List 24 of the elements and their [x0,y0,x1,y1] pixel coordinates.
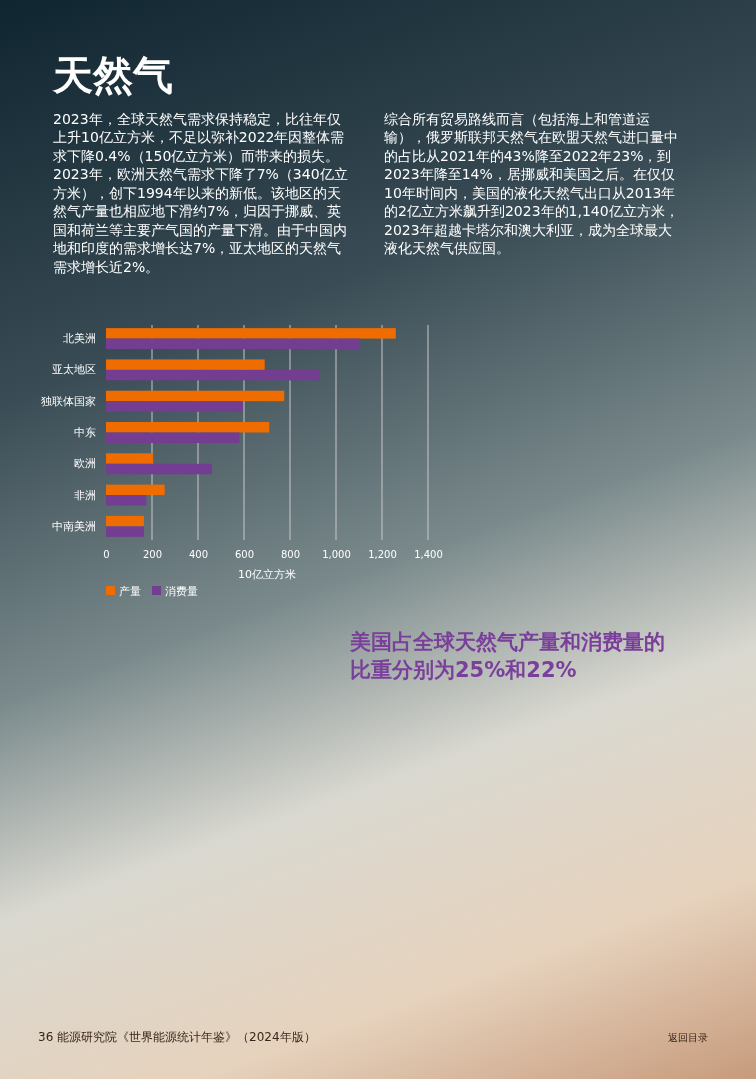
chart-title: 天然气 [53,51,173,100]
y-tick-label: 亚太地区 [52,363,96,377]
x-tick-label: 800 [280,549,301,560]
x-tick-label: 400 [188,549,209,560]
x-tick-label: 600 [234,549,255,560]
y-tick-label: 独联体国家 [41,394,96,408]
x-axis-title: 10亿立方米 [238,568,296,581]
x-tick-label: 1,200 [368,549,397,560]
text: 美国占全球天然气产量和消费量的比重分别为25%和22% [350,629,666,685]
y-tick-label: 欧洲 [74,457,96,471]
y-tick-label: 中东 [74,426,96,440]
text: 36 能源研究院《世界能源统计年鉴》（2024年版） [38,1030,317,1045]
x-tick-label: 1,000 [322,549,351,560]
x-tick-label: 0 [103,549,110,560]
text: 返回目录 [668,1032,709,1044]
legend-label: 消费量 [165,585,198,598]
x-tick-label: 200 [142,549,163,560]
text: 2023年，全球天然气需求保持稳定，比往年仅上升10亿立方米，不足以弥补2022年因整体需求下降0.4%（150亿立方米）而带来的损失。2023年，欧洲天然气需求下降了7%（340亿立方米），创下1994年以来的新低。该地区的天然气产量也相应地下滑约7%，归因于挪威、英国和荷兰等主要产气国的产量下滑。由于中国内地和印度的需求增长达7%，亚太地区的天然气需求增长近2%。 [53,111,348,275]
text: 综合所有贸易路线而言（包括海上和管道运输），俄罗斯联邦天然气在欧盟天然气进口量中的占比从2021年的43%降至2022年23%，到2023年降至14%，居挪威和美国之后。在仅仅10年时间内，美国的液化天然气出口从2013年的2亿立方米飙升到2023年的1,140亿立方米，2023年超越卡塔尔和澳大利亚，成为全球最大液化天然气供应国。 [384,110,680,258]
y-tick-label: 北美洲 [63,332,96,346]
y-tick-label: 非洲 [74,488,96,502]
legend-label: 产量 [119,585,141,598]
y-tick-label: 中南美洲 [52,519,96,533]
x-tick-label: 1,400 [414,549,443,560]
